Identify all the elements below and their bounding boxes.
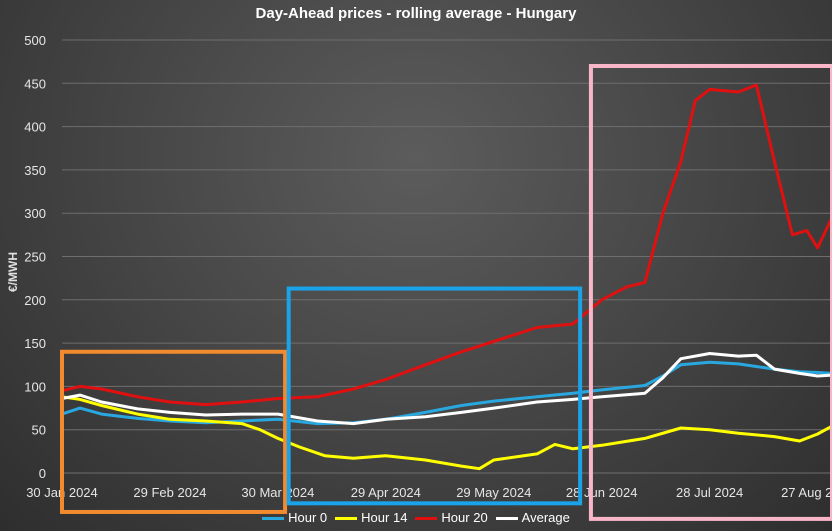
legend-swatch (495, 517, 518, 521)
highlight-box-3 (588, 63, 832, 521)
x-tick-label: 30 Mar 2024 (241, 485, 314, 500)
series-line-hour-14 (60, 395, 832, 471)
legend-swatch (262, 517, 285, 521)
legend-item: Average (495, 510, 570, 525)
y-tick-label: 400 (24, 120, 46, 135)
highlight-box-1 (60, 349, 288, 514)
legend-label: Hour 20 (441, 510, 488, 525)
y-tick-label: 100 (24, 379, 46, 394)
x-tick-label: 28 Jul 2024 (676, 485, 743, 500)
legend-label: Hour 14 (361, 510, 408, 525)
series-line-average (60, 352, 832, 426)
x-tick-label: 28 Jun 2024 (566, 485, 638, 500)
y-axis-ticks: 0 50 100 150 200 250 300 350 400 450 500 (24, 33, 46, 481)
legend-swatch (335, 517, 358, 521)
legend-swatch (415, 517, 438, 521)
legend-label: Average (521, 510, 570, 525)
gridlines (62, 39, 832, 474)
x-tick-label: 27 Aug 2024 (781, 485, 832, 500)
y-tick-label: 350 (24, 163, 46, 178)
legend-item: Hour 0 (262, 510, 327, 525)
x-tick-label: 29 Apr 2024 (351, 485, 421, 500)
series-lines (60, 83, 832, 471)
chart-title: Day-Ahead prices - rolling average - Hun… (255, 5, 577, 22)
highlight-box-2 (286, 286, 583, 506)
y-tick-label: 150 (24, 336, 46, 351)
series-line-hour-0 (60, 360, 832, 426)
legend-item: Hour 14 (335, 510, 407, 525)
x-axis-ticks: 30 Jan 2024 29 Feb 2024 30 Mar 2024 29 Apr … (26, 485, 832, 500)
y-tick-label: 450 (24, 76, 46, 91)
legend-item: Hour 20 (415, 510, 488, 525)
y-tick-label: 500 (24, 33, 46, 48)
y-tick-label: 200 (24, 293, 46, 308)
y-tick-label: 250 (24, 250, 46, 265)
x-tick-label: 29 May 2024 (456, 485, 531, 500)
series-line-hour-20 (60, 83, 832, 407)
x-tick-label: 29 Feb 2024 (133, 485, 206, 500)
y-tick-label: 300 (24, 206, 46, 221)
highlight-boxes (60, 63, 832, 521)
y-tick-label: 0 (39, 466, 46, 481)
legend-label: Hour 0 (288, 510, 328, 525)
y-tick-label: 50 (32, 423, 46, 438)
legend: Hour 0 Hour 14 Hour 20 Average (0, 510, 832, 525)
